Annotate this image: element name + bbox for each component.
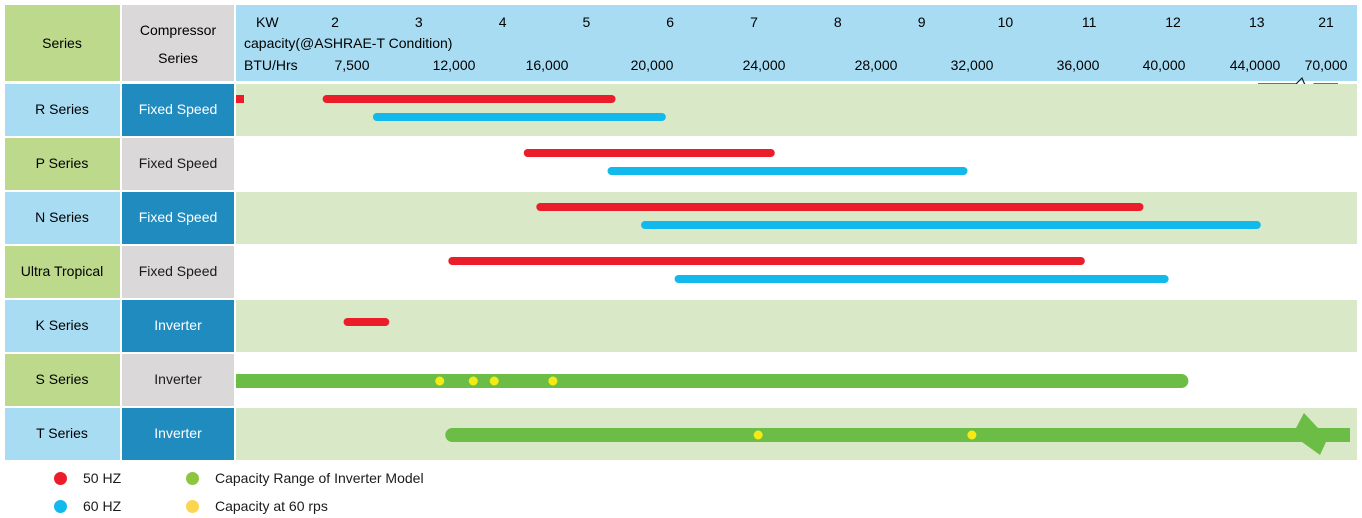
legend-item-60hz: 60 HZ <box>54 498 121 514</box>
legend-inverter-range-label: Capacity Range of Inverter Model <box>215 470 424 486</box>
btu-header: BTU/Hrs <box>244 57 298 73</box>
kw-tick-label: 5 <box>583 14 591 30</box>
compressor-cell <box>122 138 234 190</box>
plot-row-band <box>236 300 1357 352</box>
legend-60hz-label: 60 HZ <box>83 498 122 514</box>
series-label: S Series <box>36 371 89 387</box>
compressor-cell <box>122 354 234 406</box>
capacity-60rps-point <box>468 376 478 386</box>
compressor-header-line2: Series <box>158 50 198 66</box>
capacity-header-cell <box>236 5 1357 81</box>
kw-tick-label: 12 <box>1165 14 1181 30</box>
capacity-60rps-point <box>489 376 499 386</box>
series-cell <box>5 246 120 298</box>
legend-item-inverter-range: Capacity Range of Inverter Model <box>186 470 424 486</box>
kw-tick-label: 6 <box>666 14 674 30</box>
btu-tick-label: 24,000 <box>743 57 786 73</box>
btu-tick-label: 44,0000 <box>1230 57 1281 73</box>
compressor-cell <box>122 192 234 244</box>
compressor-cell <box>122 84 234 136</box>
capacity-range-chart: Series Compressor Series KW capacity(@AS… <box>5 5 1357 460</box>
series-cell <box>5 354 120 406</box>
legend-red-dot <box>54 471 67 485</box>
plot-row-band <box>236 246 1357 298</box>
capacity-condition-label: capacity(@ASHRAE-T Condition) <box>244 35 452 51</box>
compressor-label: Fixed Speed <box>139 263 218 279</box>
series-cell <box>5 84 120 136</box>
compressor-cell <box>122 408 234 460</box>
btu-tick-label: 40,000 <box>1143 57 1186 73</box>
series-label: P Series <box>36 155 89 171</box>
plot-row-band <box>236 138 1357 190</box>
legend-item-60rps: Capacity at 60 rps <box>186 498 328 514</box>
series-cell <box>5 408 120 460</box>
compressor-cell <box>122 246 234 298</box>
capacity-60rps-point <box>967 430 977 440</box>
btu-tick-label: 70,000 <box>1305 57 1348 73</box>
compressor-cell <box>122 300 234 352</box>
capacity-60rps-point <box>753 430 763 440</box>
btu-tick-label: 28,000 <box>855 57 898 73</box>
capacity-range-bar-break <box>1280 413 1350 455</box>
legend-yellow-dot <box>186 499 199 513</box>
capacity-range-bar-start <box>236 95 244 103</box>
series-cell <box>5 300 120 352</box>
kw-tick-label: 4 <box>499 14 507 30</box>
compressor-header-line1: Compressor <box>140 22 217 38</box>
kw-tick-label: 7 <box>750 14 758 30</box>
kw-header: KW <box>256 14 279 30</box>
btu-tick-labels: 7,500 12,000 16,000 20,000 24,000 28,000 32,00… <box>334 57 1347 73</box>
chart-rows: R Series Fixed Speed P Series Fixed Speed N … <box>5 84 1357 460</box>
legend-cyan-dot <box>54 499 67 513</box>
kw-tick-label: 21 <box>1318 14 1334 30</box>
legend-item-50hz: 50 HZ <box>54 470 121 486</box>
compressor-label: Fixed Speed <box>139 101 218 117</box>
kw-tick-label: 3 <box>415 14 423 30</box>
legend-green-dot <box>186 471 199 485</box>
series-label: N Series <box>35 209 89 225</box>
kw-tick-label: 13 <box>1249 14 1265 30</box>
compressor-label: Inverter <box>154 425 202 441</box>
series-label: Ultra Tropical <box>21 263 103 279</box>
btu-tick-label: 12,000 <box>433 57 476 73</box>
kw-tick-label: 11 <box>1082 14 1097 30</box>
chart-bars <box>235 95 1350 455</box>
capacity-60rps-point <box>548 376 558 386</box>
btu-tick-label: 20,000 <box>631 57 674 73</box>
plot-row-band <box>236 84 1357 136</box>
compressor-header-cell <box>122 5 234 81</box>
chart-points <box>435 376 977 440</box>
legend-60rps-label: Capacity at 60 rps <box>215 498 328 514</box>
compressor-label: Fixed Speed <box>139 209 218 225</box>
series-label: T Series <box>36 425 88 441</box>
kw-tick-label: 2 <box>331 14 339 30</box>
kw-tick-label: 10 <box>998 14 1014 30</box>
series-cell <box>5 138 120 190</box>
kw-tick-label: 8 <box>834 14 842 30</box>
series-label: R Series <box>35 101 89 117</box>
plot-row-band <box>236 192 1357 244</box>
series-header: Series <box>42 35 82 51</box>
series-label: K Series <box>36 317 89 333</box>
kw-tick-labels: 2 3 4 5 6 7 8 9 10 11 12 13 21 <box>331 14 1334 30</box>
compressor-label: Fixed Speed <box>139 155 218 171</box>
btu-tick-label: 7,500 <box>334 57 369 73</box>
btu-tick-label: 32,000 <box>951 57 994 73</box>
capacity-range-bar-start <box>236 374 244 388</box>
series-header-cell <box>5 5 120 81</box>
capacity-60rps-point <box>435 376 445 386</box>
series-cell <box>5 192 120 244</box>
btu-tick-label: 16,000 <box>526 57 569 73</box>
kw-tick-label: 9 <box>918 14 926 30</box>
legend-50hz-label: 50 HZ <box>83 470 122 486</box>
compressor-label: Inverter <box>154 317 202 333</box>
btu-tick-label: 36,000 <box>1057 57 1100 73</box>
compressor-label: Inverter <box>154 371 202 387</box>
